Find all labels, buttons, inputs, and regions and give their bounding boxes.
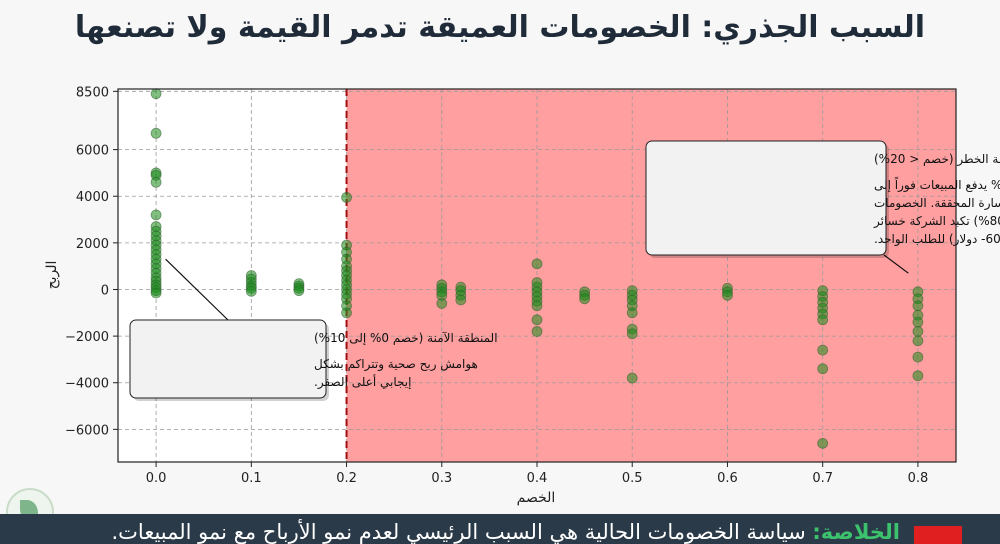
data-point [912,351,924,363]
x-tick-label: 0.5 [622,471,643,486]
safe-note-line: هوامش ربح صحية وتتراكم بشكل [314,357,478,372]
x-tick-label: 0.2 [336,471,357,486]
risk-note-line: خانة الخسارة المحققة. الخصومات [874,196,1000,211]
x-tick-label: 0.1 [241,471,262,486]
data-point [150,88,162,100]
risk-note-box [645,140,887,256]
data-point [626,328,638,340]
x-axis-ticks: 0.0 0.1 0.2 0.3 0.4 0.5 0.6 0.7 0.8 [146,462,929,486]
x-axis-label: الخصم [517,490,556,506]
y-tick-label: −6000 [65,423,109,438]
data-point [341,307,352,319]
data-point [817,344,829,356]
data-point [626,372,638,384]
data-point [912,370,924,382]
data-point [626,307,638,319]
data-point [150,127,162,139]
data-point [150,287,162,299]
data-point [150,209,162,221]
data-point [817,437,829,449]
data-point [912,300,924,312]
risk-note-line: كارثية تصل إلى (6000- دولار) للطلب الواح… [874,232,1000,247]
data-point [579,293,591,305]
y-tick-label: −4000 [65,377,109,392]
y-tick-label: 2000 [76,237,109,252]
data-point [817,314,829,326]
x-tick-label: 0.7 [812,471,833,486]
data-point [817,363,829,375]
data-point [912,316,924,328]
y-tick-label: 8500 [76,85,109,100]
footer-message: سياسة الخصومات الحالية هي السبب الرئيسي … [111,520,806,544]
y-tick-label: 0 [101,283,109,298]
page-title: السبب الجذري: الخصومات العميقة تدمر القي… [74,10,926,45]
footer-bar: الخلاصة: سياسة الخصومات الحالية هي السبب… [0,514,1000,544]
safe-note-pointer [165,258,229,321]
footer-label: الخلاصة: [812,520,900,544]
data-point [531,326,543,337]
data-point [531,258,543,270]
annotations: المنطقة الآمنة (خصم 0% إلى 10%) هوامش ربح… [129,140,1000,401]
x-tick-label: 0.3 [431,471,452,486]
data-point [293,285,305,297]
safe-note-line: إيجابي أعلى الصفر. [314,374,411,390]
data-point [436,298,448,309]
data-point [912,335,924,347]
flag-icon [914,526,962,544]
x-tick-label: 0.6 [717,471,738,486]
scatter-chart: 0.0 0.1 0.2 0.3 0.4 0.5 0.6 0.7 0.8 −6000 −4000 −2… [44,85,1000,506]
safe-note-box [129,319,327,399]
y-tick-label: 6000 [76,144,109,159]
data-point [245,285,257,297]
risk-note-title: منطقة الخطر (خصم < 20%) [874,152,1000,167]
y-tick-label: −2000 [65,330,109,345]
y-axis-label: الربح [44,261,60,290]
safe-note-title: المنطقة الآمنة (خصم 0% إلى 10%) [314,331,498,345]
x-tick-label: 0.8 [908,471,929,486]
risk-note-line: أي خصم يتجاوز 20% يدفع المبيعات فوراً إل… [874,176,1000,193]
risk-note-pointer [883,254,909,274]
data-points [150,88,924,449]
y-axis-ticks: −6000 −4000 −2000 0 2000 4000 6000 8500 [65,85,118,438]
data-point [455,294,467,306]
risk-note-line: العالية جداً (70% – 80%) تكبد الشركة خسا… [873,212,1000,229]
data-point [722,289,733,301]
x-tick-label: 0.0 [146,471,167,486]
data-point [912,326,924,337]
data-point [341,192,352,203]
footer-summary: الخلاصة: سياسة الخصومات الحالية هي السبب… [111,520,900,544]
y-tick-label: 4000 [76,190,109,205]
data-point [150,176,162,188]
x-tick-label: 0.4 [527,471,548,486]
data-point [531,314,543,326]
data-point [531,300,543,312]
